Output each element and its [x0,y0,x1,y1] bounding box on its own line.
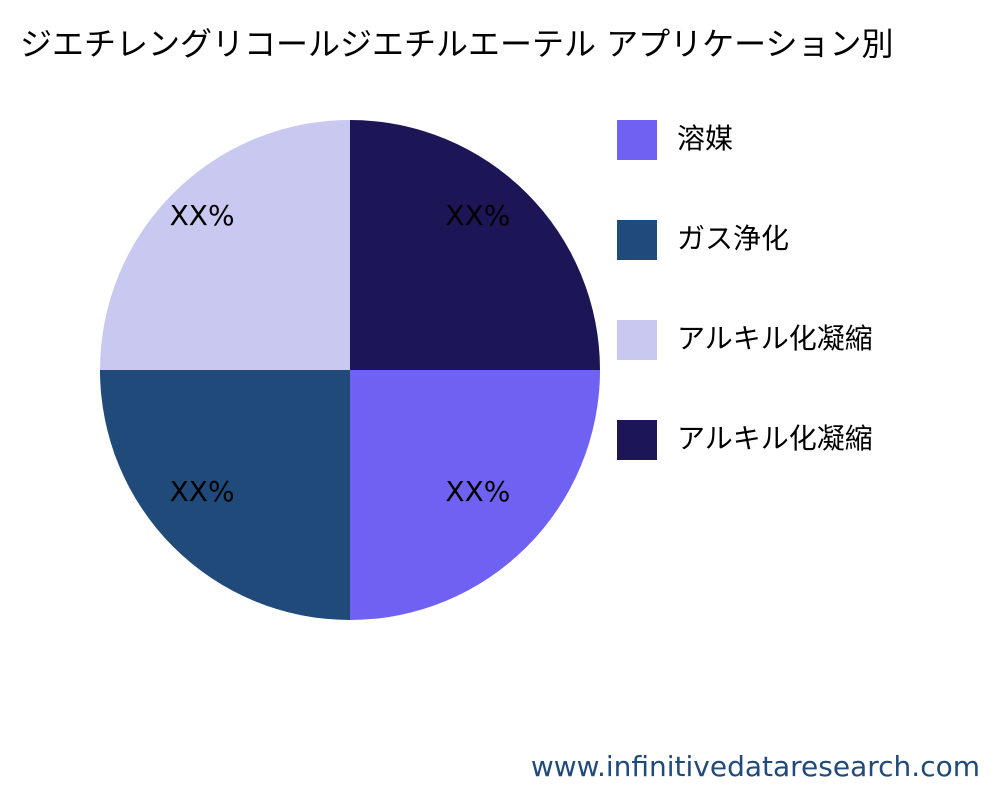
legend-label: アルキル化凝縮 [677,422,873,455]
slice-label: XX% [170,475,235,508]
slice-label: XX% [170,199,235,232]
pie-slice [100,120,350,370]
pie-slice [350,120,600,370]
pie-slice [350,370,600,620]
chart-title: ジエチレングリコールジエチルエーテル アプリケーション別 [20,25,894,63]
legend-swatch [617,420,657,460]
legend-label: アルキル化凝縮 [677,322,873,355]
pie-slice [100,370,350,620]
legend-label: 溶媒 [677,122,733,155]
legend-swatch [617,220,657,260]
legend-swatch [617,120,657,160]
legend-label: ガス浄化 [677,222,789,255]
slice-label: XX% [445,475,510,508]
legend-swatch [617,320,657,360]
slice-label: XX% [445,199,510,232]
source: www.infinitivedataresearch.com [531,750,980,783]
